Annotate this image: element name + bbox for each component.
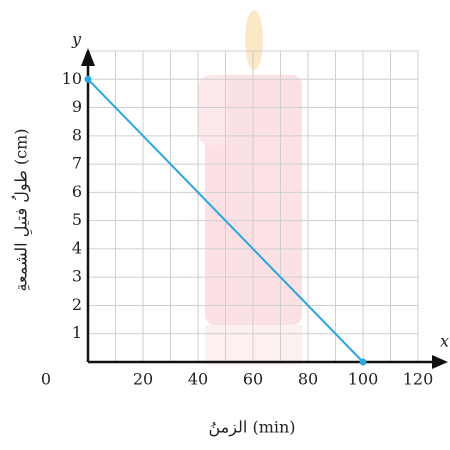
candle-background <box>198 10 302 365</box>
plot: 0 20 40 60 80 100 120 1 2 3 4 5 6 7 8 9 10 <box>41 48 448 389</box>
x-axis-label: الزمنُ (min) <box>208 418 295 437</box>
y-tick-label: 8 <box>72 125 82 144</box>
x-axis-letter: x <box>440 332 449 351</box>
y-axis-arrow <box>81 48 95 66</box>
candle-drip <box>198 75 228 145</box>
y-tick-label: 1 <box>72 323 82 342</box>
y-tick-label: 5 <box>72 210 82 229</box>
data-line <box>87 78 364 363</box>
y-tick-label: 3 <box>72 267 82 286</box>
x-tick-label: 120 <box>403 370 434 389</box>
x-tick-label: 80 <box>298 370 318 389</box>
candle-flame <box>245 10 263 70</box>
y-tick-label: 10 <box>62 69 82 88</box>
y-tick-label: 7 <box>72 154 82 173</box>
y-axis-letter: y <box>71 30 82 49</box>
x-axis-arrow <box>432 355 448 369</box>
x-tick-label: 60 <box>243 370 263 389</box>
x-tick-label: 40 <box>188 370 208 389</box>
y-axis-label: طولُ فتيلِ الشمعةِ (cm) <box>12 128 34 291</box>
y-tick-label: 2 <box>72 295 82 314</box>
x-tick-label: 20 <box>133 370 153 389</box>
x-tick-label: 100 <box>348 370 379 389</box>
y-tick-label: 6 <box>72 182 82 201</box>
y-tick-label: 9 <box>72 97 82 116</box>
y-tick-label: 4 <box>72 238 82 257</box>
data-point <box>84 75 92 83</box>
x-tick-label: 0 <box>41 370 51 389</box>
data-point <box>359 358 367 366</box>
